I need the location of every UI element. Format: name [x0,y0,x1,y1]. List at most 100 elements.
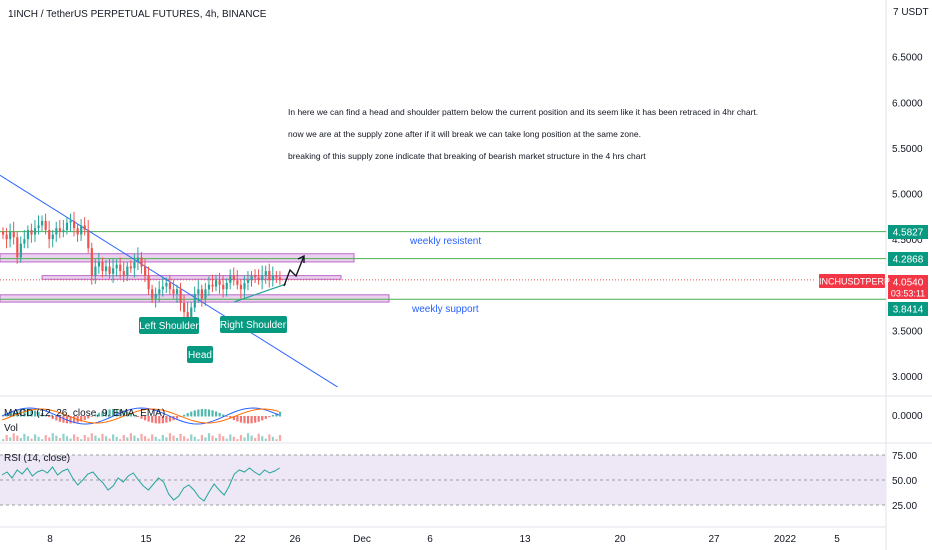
chart-title: 1INCH / TetherUS PERPETUAL FUTURES, 4h, … [8,9,267,20]
macd-histogram-bar [73,416,76,424]
svg-text:Right Shoulder: Right Shoulder [220,320,287,331]
candle-body [218,280,221,285]
volume-legend[interactable]: Vol [4,423,18,434]
candle-body [51,234,54,240]
macd-histogram-bar [104,410,108,417]
macd-histogram-bar [186,413,189,417]
candle-body [104,266,108,272]
time-axis-ticks: 8 15 22 26 Dec 6 13 20 27 2022 5 [47,534,840,545]
price-tick-label: 6.5000 [892,53,923,64]
volume-bar [200,435,203,441]
time-tick-label: 27 [708,534,720,545]
macd-histogram-bar [183,414,186,417]
volume-bar [190,434,193,441]
macd-histogram-bar [108,409,111,417]
volume-bar [80,439,83,441]
rsi-tick-label: 75.00 [892,451,917,462]
volume-bar [179,433,182,441]
currency-label: 7 USDT [893,7,929,18]
weekly-resistance-label: weekly resistent [409,236,481,247]
volume-bar [207,433,211,441]
descending-trendline[interactable] [0,174,338,388]
zone-rect[interactable] [41,275,342,280]
volume-bar [44,435,47,441]
macd-histogram-bar [133,414,136,417]
macd-legend[interactable]: MACD (12, 26, close, 9, EMA, EMA) [4,408,165,419]
macd-histogram-bar [222,414,225,417]
volume-bar [122,435,125,441]
annotation-line-3: breaking of this supply zone indicate th… [288,151,646,161]
volume-bar [215,438,218,441]
level-tag-mid: 4.2868 [888,252,928,266]
signal-line [1,408,280,424]
macd-histogram-bar [211,410,214,417]
volume-bar [48,437,51,441]
candle-body [101,261,104,272]
macd-histogram-bar [215,411,218,417]
macd-histogram-bar [154,416,157,424]
annotation-line-2: now we are at the supply zone after if i… [288,129,641,139]
candle-body [186,312,189,322]
volume-bar [69,438,72,441]
macd-histogram-bar [257,416,260,422]
price-tick-label: 6.0000 [892,98,923,109]
volume-bar [126,437,129,441]
volume-bar [261,436,264,441]
candle-body [147,275,150,290]
candle-body [222,284,225,290]
price-tick-label: 3.0000 [892,372,923,383]
macd-histogram-bar [190,411,193,417]
volume-bar [12,433,15,441]
candle-body [197,289,200,294]
time-tick-label: 22 [234,534,246,545]
macd-histogram-bar [16,410,19,417]
volume-bar [151,434,154,441]
candle-body [12,231,15,238]
macd-histogram-bar [140,416,143,419]
zone-rect[interactable] [0,253,355,263]
macd-histogram-bar [239,416,243,423]
volume-bar [37,436,40,441]
candle-body [161,286,164,290]
macd-histogram-bar [165,416,168,423]
macd-histogram-bar [236,416,239,422]
macd-histogram-bar [112,409,115,417]
macd-histogram-bar [268,416,271,418]
candle-body [58,228,61,232]
macd-histogram-bar [232,416,235,421]
candle-body [211,284,214,287]
macd-histogram-bar [207,409,211,417]
candle-body [55,228,58,235]
right-shoulder-label[interactable]: Right Shoulder [220,316,287,333]
volume-bar [94,435,97,441]
macd-histogram-bar [97,412,101,417]
time-tick-label: 2022 [774,534,797,545]
candle-body [136,257,140,262]
candle-body [76,228,79,235]
svg-text:Head: Head [188,350,212,361]
svg-text:Left Shoulder: Left Shoulder [139,321,199,332]
candle-body [278,277,282,281]
candle-body [115,264,118,269]
volume-bar [204,437,207,441]
macd-histogram-bar [129,413,132,417]
candle-body [30,230,33,235]
time-tick-label: Dec [353,534,371,545]
volume-bar [136,438,140,441]
candle-body [264,271,267,276]
candle-body [261,275,264,281]
macd-histogram-bar [204,409,207,417]
candle-body [172,289,175,294]
candle-body [26,230,30,240]
macd-line [1,407,280,425]
volume-bar [268,434,271,441]
candle-body [254,275,257,278]
candle-body [246,280,250,283]
rsi-line [1,466,281,502]
volume-bar [58,438,61,441]
left-shoulder-label[interactable]: Left Shoulder [139,317,199,334]
rsi-legend[interactable]: RSI (14, close) [4,453,70,464]
head-label[interactable]: Head [187,346,213,363]
macd-histogram-bar [69,416,72,424]
